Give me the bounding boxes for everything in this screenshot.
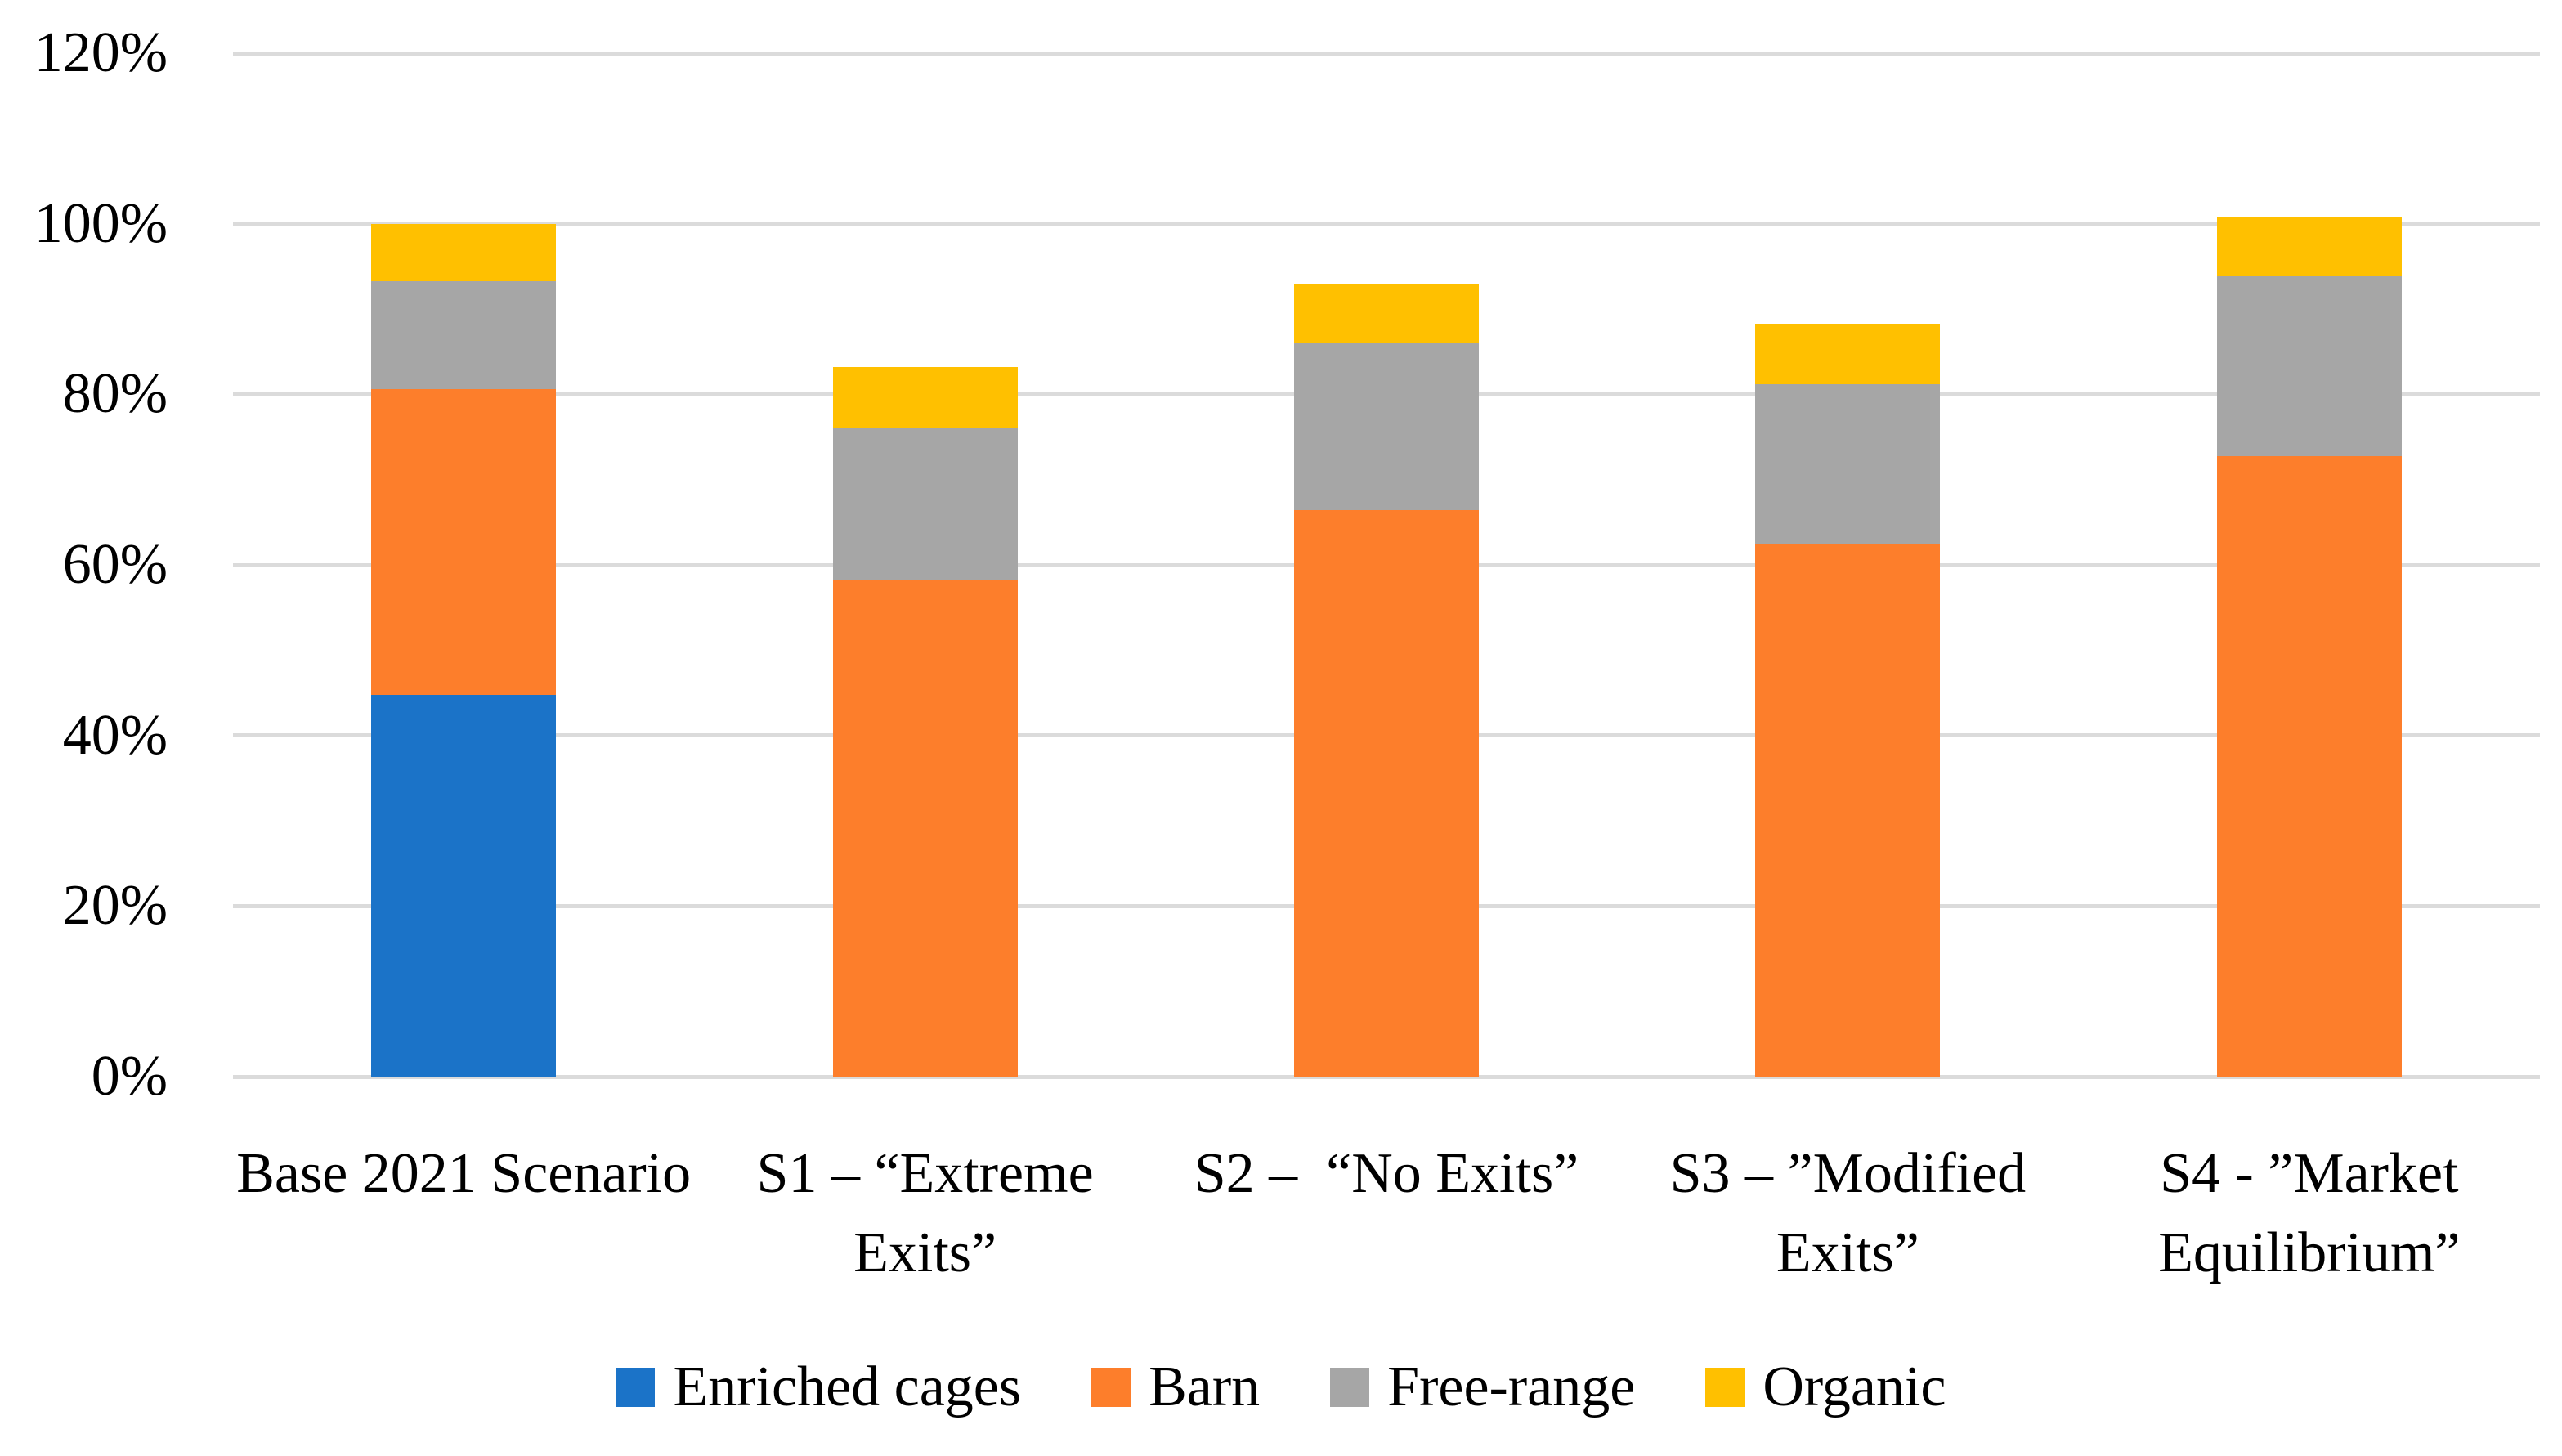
x-category-label: S3 – ”Modified Exits”: [1669, 1142, 2040, 1284]
bar-segment: [2216, 276, 2402, 457]
y-tick-label: 100%: [34, 191, 168, 255]
gridline-100: [233, 222, 2540, 226]
legend-swatch-icon: [616, 1368, 656, 1407]
bar-segment: [1755, 323, 1941, 384]
legend: Enriched cages Barn Free-range Organic: [0, 1359, 2562, 1416]
bar-segment: [1294, 343, 1479, 511]
y-tick-label: 60%: [62, 533, 168, 596]
legend-label: Free-range: [1387, 1355, 1636, 1418]
gridline-0: [233, 1074, 2540, 1079]
bar-segment: [832, 428, 1018, 580]
bar-segment: [371, 694, 557, 1077]
bar-segment: [1755, 544, 1941, 1077]
x-category-label: Base 2021 Scenario: [236, 1142, 692, 1205]
x-category-label: S4 - ”Market Equilibrium”: [2158, 1142, 2474, 1284]
bar-segment: [2216, 217, 2402, 277]
bar-segment: [1294, 283, 1479, 343]
bar-segment: [1755, 383, 1941, 544]
gridline-120: [233, 51, 2540, 56]
bar-segment: [1294, 510, 1479, 1077]
y-tick-label: 120%: [34, 21, 168, 84]
bar-segment: [371, 223, 557, 281]
bar-segment: [2216, 456, 2402, 1077]
legend-item: Organic: [1705, 1359, 1946, 1416]
y-tick-label: 20%: [62, 874, 168, 938]
legend-item: Barn: [1091, 1359, 1260, 1416]
y-tick-label: 0%: [91, 1045, 168, 1108]
legend-label: Organic: [1762, 1355, 1946, 1418]
y-tick-label: 40%: [62, 703, 168, 767]
legend-label: Barn: [1149, 1355, 1261, 1418]
legend-swatch-icon: [1705, 1368, 1745, 1407]
bar-segment: [832, 579, 1018, 1077]
legend-item: Free-range: [1330, 1359, 1635, 1416]
y-tick-label: 80%: [62, 362, 168, 426]
legend-swatch-icon: [1091, 1368, 1131, 1407]
x-category-label: S2 – “No Exits”: [1194, 1142, 1579, 1205]
x-category-label: S1 – “Extreme Exits”: [756, 1142, 1109, 1284]
legend-label: Enriched cages: [673, 1355, 1022, 1418]
legend-swatch-icon: [1330, 1368, 1370, 1407]
legend-item: Enriched cages: [616, 1359, 1021, 1416]
bar-segment: [832, 366, 1018, 428]
bar-segment: [371, 389, 557, 695]
bar-segment: [371, 280, 557, 390]
